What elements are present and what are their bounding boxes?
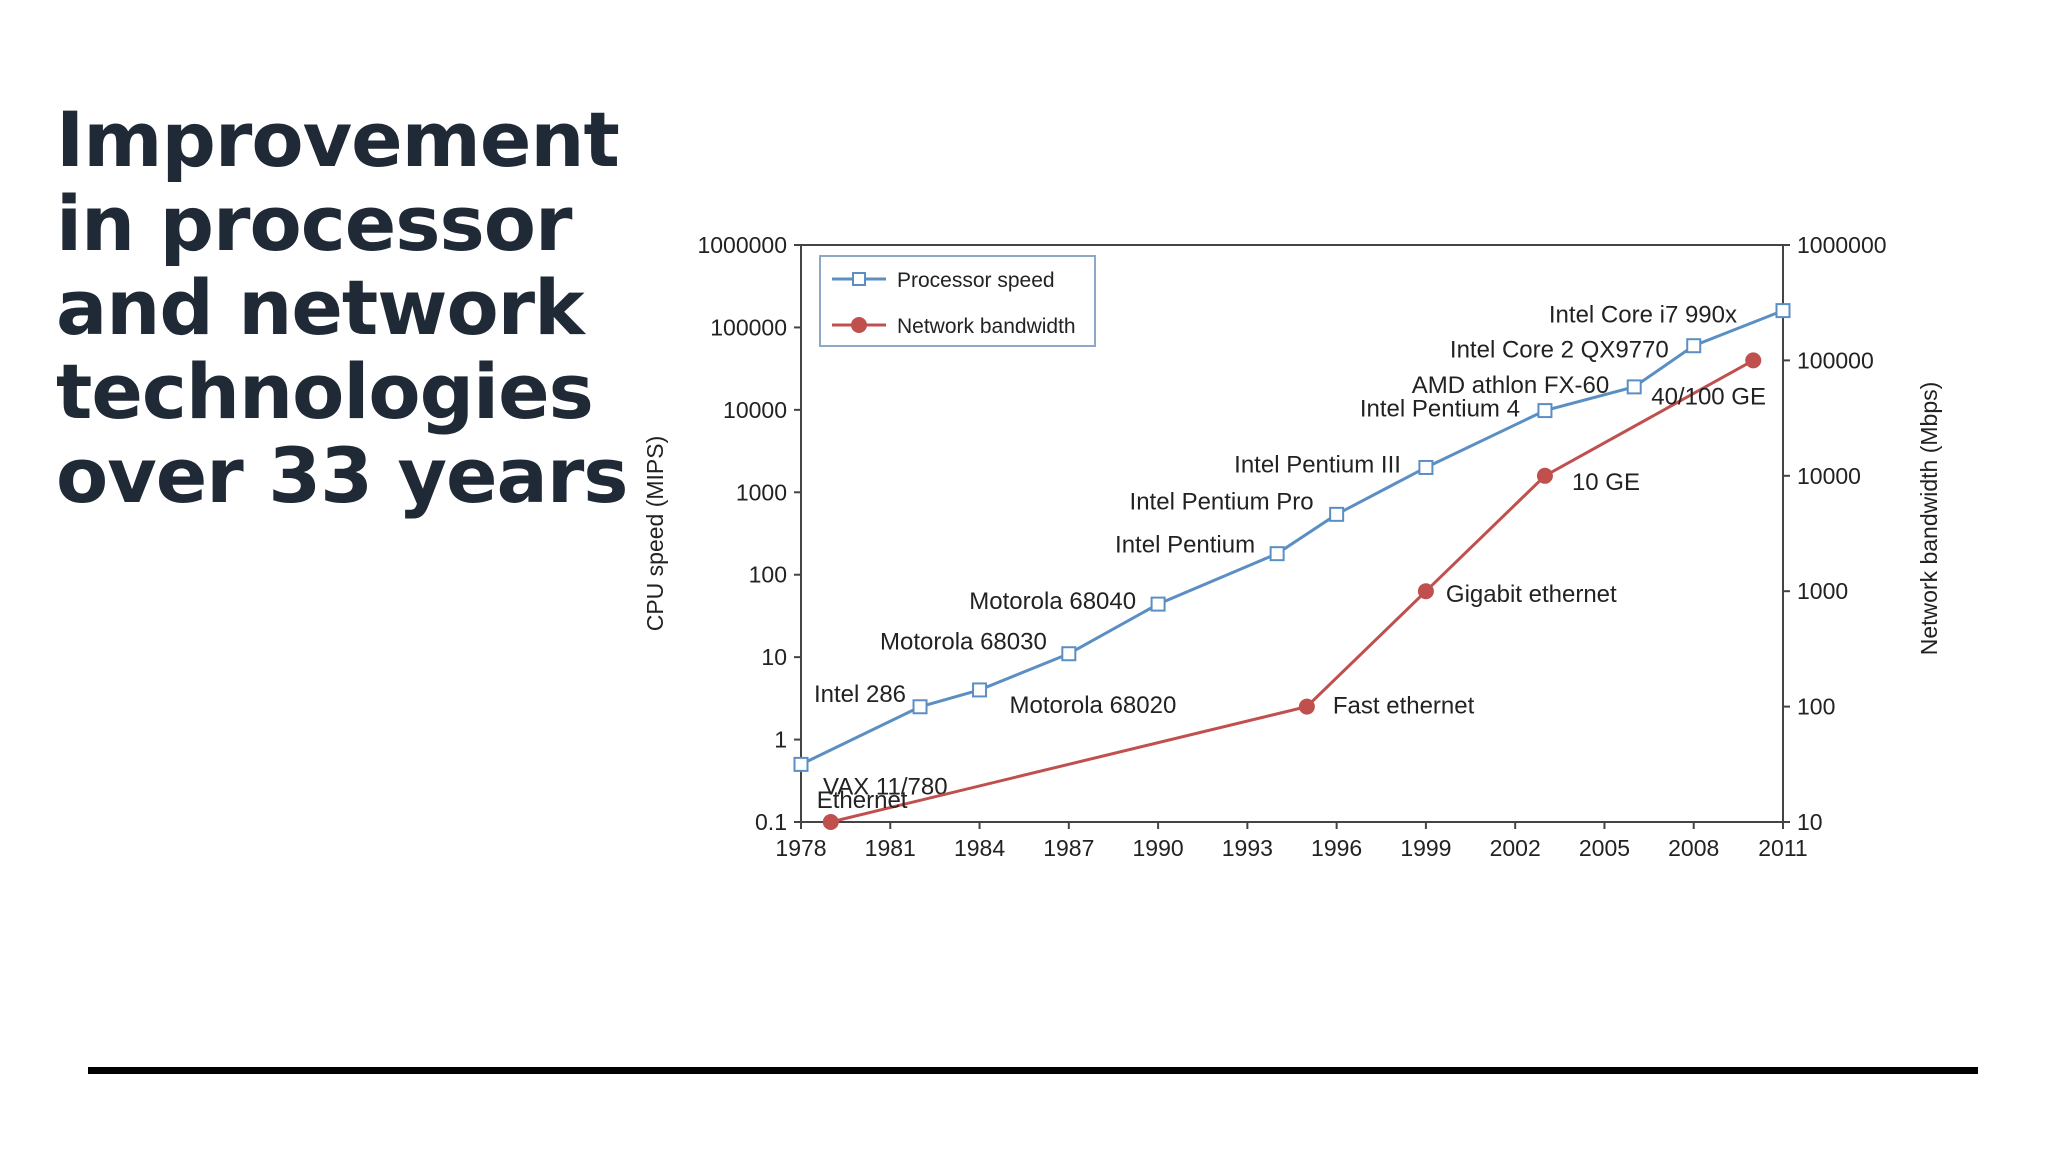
title-line-1: Improvement — [56, 95, 620, 184]
title-line-3: and network — [56, 263, 585, 352]
x-tick-label: 2008 — [1668, 835, 1719, 861]
processor-speed-marker — [1150, 596, 1166, 612]
x-tick-label: 2005 — [1579, 835, 1630, 861]
x-tick-label: 2002 — [1490, 835, 1541, 861]
legend-label-processor-speed: Processor speed — [897, 269, 1055, 292]
y-right-tick-label: 100 — [1797, 694, 1835, 720]
title-line-5: over 33 years — [56, 431, 629, 520]
x-tick-label: 1993 — [1222, 835, 1273, 861]
y-right-tick-label: 10000 — [1797, 463, 1861, 489]
processor-speed-marker — [1418, 459, 1434, 475]
y-left-tick-label: 1 — [774, 727, 787, 753]
y-left-tick-label: 1000000 — [697, 232, 787, 258]
x-tick-label: 1990 — [1133, 835, 1184, 861]
y-right-tick-label: 1000000 — [1797, 232, 1887, 258]
processor-speed-point-label: Motorola 68040 — [969, 588, 1136, 615]
legend-processor-swatch-marker — [852, 272, 866, 286]
network-bandwidth-marker — [1298, 698, 1315, 715]
legend-label-network-bandwidth: Network bandwidth — [897, 315, 1076, 338]
y-left-tick-label: 100 — [749, 562, 787, 588]
processor-speed-marker — [1269, 546, 1285, 562]
x-tick-label: 1984 — [954, 835, 1005, 861]
y-left-axis-label: CPU speed (MIPS) — [642, 436, 668, 632]
processor-speed-point-label: Motorola 68030 — [880, 629, 1047, 656]
network-bandwidth-marker — [1417, 583, 1434, 600]
y-right-tick-label: 1000 — [1797, 578, 1848, 604]
legend-network-swatch-marker — [851, 317, 867, 333]
processor-speed-marker — [1061, 646, 1077, 662]
processor-speed-marker — [1537, 403, 1553, 419]
y-left-tick-label: 0.1 — [755, 809, 787, 835]
processor-speed-marker — [912, 699, 928, 715]
x-tick-label: 1981 — [865, 835, 916, 861]
processor-speed-point-label: Intel Pentium Pro — [1130, 488, 1314, 515]
network-bandwidth-marker — [1745, 352, 1762, 369]
processor-speed-marker — [1626, 379, 1642, 395]
network-bandwidth-marker — [822, 814, 839, 830]
processor-speed-point-label: Motorola 68020 — [1010, 692, 1177, 719]
y-left-tick-label: 10 — [761, 644, 787, 670]
y-right-tick-label: 100000 — [1797, 347, 1874, 373]
network-bandwidth-point-label: 10 GE — [1572, 469, 1640, 496]
processor-speed-marker — [1329, 506, 1345, 522]
network-bandwidth-point-label: 40/100 GE — [1651, 383, 1766, 410]
x-tick-label: 1999 — [1400, 835, 1451, 861]
processor-speed-point-label: Intel Pentium 4 — [1360, 396, 1520, 423]
processor-speed-point-label: VAX 11/780 — [823, 773, 948, 800]
y-right-axis-label: Network bandwidth (Mbps) — [1916, 382, 1942, 656]
processor-speed-point-label: Intel Pentium III — [1234, 451, 1401, 478]
network-bandwidth-point-label: Ethernet — [817, 787, 908, 814]
x-tick-label: 1978 — [775, 835, 826, 861]
processor-speed-point-label: AMD athlon FX-60 — [1412, 372, 1609, 399]
title-line-2: in processor — [56, 179, 572, 268]
legend-box — [819, 255, 1096, 347]
x-tick-label: 1996 — [1311, 835, 1362, 861]
slide-title: Improvement in processor and network tec… — [56, 95, 629, 520]
processor-speed-marker — [972, 682, 988, 698]
y-left-tick-label: 10000 — [723, 397, 787, 423]
processor-speed-point-label: Intel 286 — [814, 681, 906, 708]
processor-speed-marker — [793, 756, 809, 772]
processor-speed-line — [800, 309, 1784, 766]
y-left-tick-label: 100000 — [710, 314, 787, 340]
network-bandwidth-point-label: Gigabit ethernet — [1446, 581, 1617, 608]
x-tick-label: 1987 — [1043, 835, 1094, 861]
y-right-tick-label: 10 — [1797, 809, 1823, 835]
processor-speed-point-label: Intel Pentium — [1115, 532, 1255, 559]
x-tick-label: 2011 — [1758, 835, 1807, 861]
title-line-4: technologies — [56, 347, 594, 436]
processor-speed-marker — [1775, 303, 1791, 319]
footer-divider — [88, 1067, 1978, 1074]
network-bandwidth-marker — [1536, 467, 1553, 484]
processor-speed-marker — [1686, 338, 1702, 354]
processor-speed-point-label: Intel Core 2 QX9770 — [1450, 337, 1669, 364]
network-bandwidth-point-label: Fast ethernet — [1333, 693, 1475, 720]
processor-speed-point-label: Intel Core i7 990x — [1549, 302, 1737, 329]
plot-frame — [800, 244, 1784, 823]
y-left-tick-label: 1000 — [736, 479, 787, 505]
